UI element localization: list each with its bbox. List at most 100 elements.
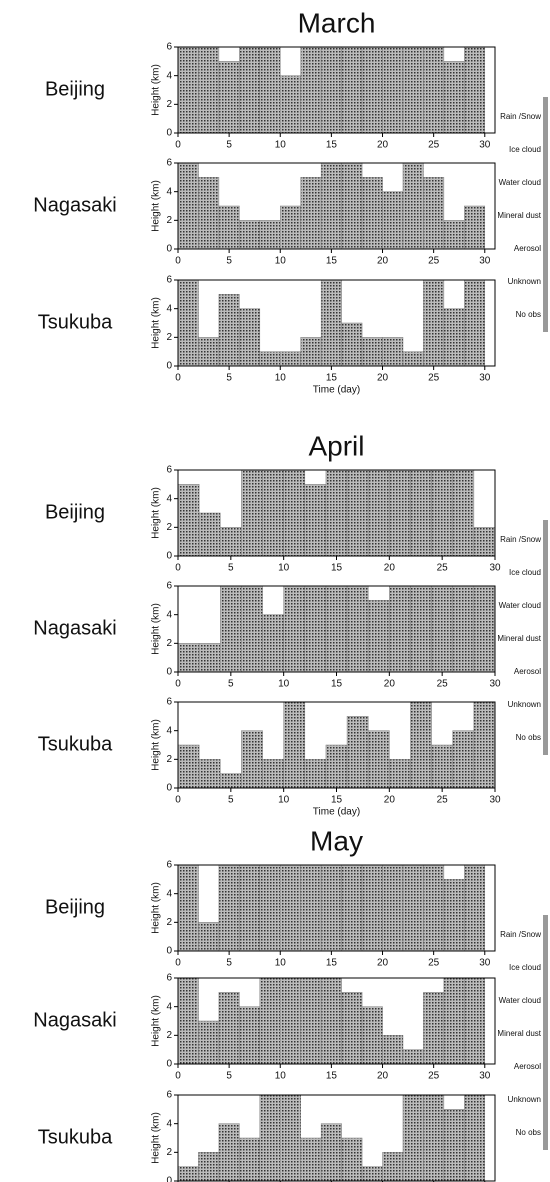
cloud-bar (220, 527, 241, 556)
cloud-bar (220, 586, 241, 672)
x-tick-label: 15 (326, 140, 338, 151)
y-tick-label: 2 (166, 754, 172, 765)
y-tick-label: 6 (166, 581, 172, 592)
y-tick-label: 2 (166, 215, 172, 226)
cloud-bar (178, 280, 198, 366)
cloud-bar (347, 470, 368, 556)
cloud-bar (423, 47, 443, 133)
cloud-bar (178, 1167, 198, 1181)
x-tick-label: 15 (331, 679, 343, 690)
cloud-bar (342, 323, 362, 366)
x-tick-label: 20 (384, 563, 396, 574)
legend-label: Ice cloud (509, 145, 541, 154)
cloud-bar (464, 280, 484, 366)
legend-label: Unknown (508, 277, 541, 286)
cloud-bar (423, 177, 443, 249)
legend-label: No obs (516, 310, 541, 319)
cloud-bar (284, 470, 305, 556)
station-label: Beijing (45, 78, 105, 100)
x-tick-label: 15 (326, 256, 338, 267)
cloud-bar (305, 759, 326, 788)
cloud-bar (403, 47, 423, 133)
cloud-bar (342, 1138, 362, 1181)
station-label: Tsukuba (38, 1126, 113, 1148)
x-tick-label: 20 (377, 256, 389, 267)
cloud-bar (220, 774, 241, 788)
y-tick-label: 2 (166, 917, 172, 928)
cloud-bar (178, 484, 199, 556)
legend-label: Aerosol (514, 667, 541, 676)
cloud-bar (403, 1050, 423, 1064)
cloud-bar (362, 177, 382, 249)
figure: MarchBeijingHeight (km)0246051015202530R… (0, 0, 550, 1182)
x-tick-label: 0 (175, 563, 181, 574)
x-tick-label: 20 (377, 958, 389, 969)
cloud-bar (389, 470, 410, 556)
x-tick-label: 5 (226, 256, 232, 267)
cloud-bar (178, 643, 199, 672)
cloud-bar (362, 337, 382, 366)
x-tick-label: 10 (275, 1071, 287, 1082)
x-tick-label: 25 (437, 679, 449, 690)
cloud-bar (453, 586, 474, 672)
cloud-bar (389, 759, 410, 788)
x-tick-label: 5 (228, 563, 234, 574)
x-tick-label: 10 (278, 679, 290, 690)
x-tick-label: 30 (479, 140, 491, 151)
cloud-bar (280, 76, 300, 133)
cloud-bar (198, 1021, 218, 1064)
cloud-bar (474, 586, 495, 672)
y-tick-label: 6 (166, 697, 172, 708)
cloud-bar (239, 1007, 259, 1064)
cloud-bar (383, 47, 403, 133)
station-label: Nagasaki (33, 194, 116, 216)
cloud-bar (219, 294, 239, 366)
x-tick-label: 5 (228, 795, 234, 806)
cloud-bar (280, 1095, 300, 1181)
legend-bar (543, 520, 548, 755)
y-tick-label: 6 (166, 465, 172, 476)
x-tick-label: 30 (489, 795, 501, 806)
x-tick-label: 0 (175, 140, 181, 151)
cloud-bar (326, 745, 347, 788)
y-axis-label: Height (km) (151, 487, 162, 539)
cloud-bar (423, 992, 443, 1064)
x-tick-label: 10 (275, 256, 287, 267)
legend-label: Water cloud (499, 601, 541, 610)
cloud-bar (263, 470, 284, 556)
x-tick-label: 20 (384, 795, 396, 806)
cloud-bar (198, 177, 218, 249)
y-tick-label: 0 (166, 128, 172, 139)
legend-label: Aerosol (514, 244, 541, 253)
legend-label: Unknown (508, 1095, 541, 1104)
legend-label: Rain /Snow (500, 930, 541, 939)
station-label: Tsukuba (38, 311, 113, 333)
x-axis-label: Time (day) (313, 807, 360, 818)
y-tick-label: 4 (166, 493, 172, 504)
cloud-bar (347, 586, 368, 672)
cloud-bar (280, 206, 300, 249)
cloud-bar (178, 163, 198, 249)
y-tick-label: 2 (166, 522, 172, 533)
x-tick-label: 0 (175, 958, 181, 969)
y-axis-label: Height (km) (151, 882, 162, 934)
x-tick-label: 25 (428, 256, 440, 267)
x-tick-label: 20 (384, 679, 396, 690)
x-tick-label: 25 (437, 795, 449, 806)
y-tick-label: 0 (166, 783, 172, 794)
x-tick-label: 30 (479, 256, 491, 267)
cloud-bar (403, 865, 423, 951)
cloud-bar (383, 1035, 403, 1064)
cloud-bar (342, 47, 362, 133)
cloud-bar (263, 615, 284, 672)
x-tick-label: 25 (437, 563, 449, 574)
y-axis-label: Height (km) (151, 1112, 162, 1164)
cloud-bar (239, 220, 259, 249)
cloud-bar (301, 978, 321, 1064)
station-label: Nagasaki (33, 1009, 116, 1031)
cloud-bar (301, 1138, 321, 1181)
x-tick-label: 0 (175, 373, 181, 384)
cloud-bar (383, 1152, 403, 1181)
x-tick-label: 30 (489, 679, 501, 690)
cloud-bar (432, 470, 453, 556)
